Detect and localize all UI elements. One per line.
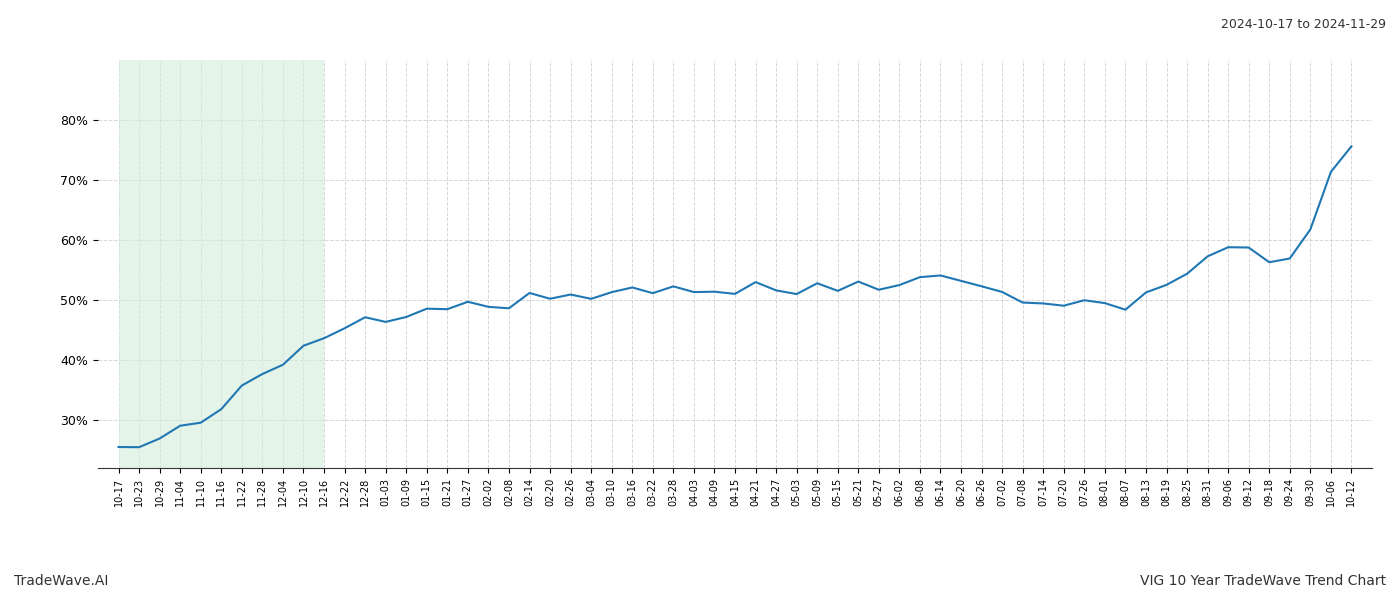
Text: TradeWave.AI: TradeWave.AI [14,574,108,588]
Bar [119,60,323,468]
Text: VIG 10 Year TradeWave Trend Chart: VIG 10 Year TradeWave Trend Chart [1140,574,1386,588]
Text: 2024-10-17 to 2024-11-29: 2024-10-17 to 2024-11-29 [1221,18,1386,31]
